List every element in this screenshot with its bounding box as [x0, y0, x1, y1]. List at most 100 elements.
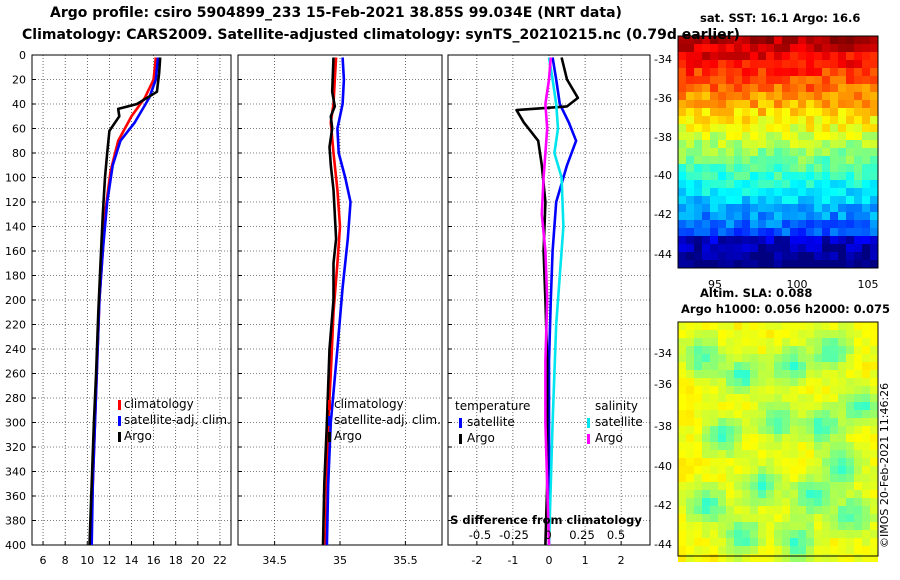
- sla-pixel: [766, 402, 774, 410]
- sst-pixel: [806, 52, 814, 60]
- sla-pixel: [862, 346, 870, 354]
- sst-pixel: [758, 260, 766, 268]
- sla-pixel: [838, 378, 846, 386]
- sst-pixel: [726, 172, 734, 180]
- sla-pixel: [702, 346, 710, 354]
- sla-pixel: [694, 538, 702, 546]
- sla-pixel: [822, 354, 830, 362]
- sst-pixel: [862, 116, 870, 124]
- sla-pixel: [766, 386, 774, 394]
- sla-pixel: [790, 370, 798, 378]
- sst-pixel: [806, 60, 814, 68]
- sst-pixel: [846, 188, 854, 196]
- sst-pixel: [694, 204, 702, 212]
- sla-pixel: [750, 322, 758, 330]
- sst-pixel: [854, 52, 862, 60]
- sla-pixel: [686, 458, 694, 466]
- sst-pixel: [726, 228, 734, 236]
- sla-pixel: [766, 354, 774, 362]
- sst-pixel: [694, 164, 702, 172]
- sla-pixel: [750, 410, 758, 418]
- sla-pixel: [838, 538, 846, 546]
- sla-pixel: [742, 442, 750, 450]
- sla-pixel: [686, 514, 694, 522]
- sla-pixel: [750, 458, 758, 466]
- sst-pixel: [758, 60, 766, 68]
- sst-pixel: [838, 140, 846, 148]
- sst-pixel: [702, 44, 710, 52]
- sst-pixel: [830, 220, 838, 228]
- sst-pixel: [686, 180, 694, 188]
- sst-pixel: [774, 148, 782, 156]
- sla-pixel: [742, 498, 750, 506]
- sst-pixel: [686, 220, 694, 228]
- sla-pixel: [742, 474, 750, 482]
- sla-pixel: [830, 394, 838, 402]
- sla-pixel: [870, 362, 878, 370]
- x-tick-label: 2: [618, 554, 625, 567]
- sst-pixel: [814, 148, 822, 156]
- sst-pixel: [726, 140, 734, 148]
- sst-pixel: [726, 156, 734, 164]
- sst-pixel: [838, 188, 846, 196]
- sla-pixel: [846, 458, 854, 466]
- sst-pixel: [854, 68, 862, 76]
- sla-pixel: [814, 530, 822, 538]
- sst-pixel: [854, 100, 862, 108]
- sst-pixel: [726, 44, 734, 52]
- sla-pixel: [750, 418, 758, 426]
- sst-pixel: [806, 76, 814, 84]
- sla-pixel: [822, 330, 830, 338]
- sla-map-title-1: Altim. SLA: 0.088: [700, 286, 813, 300]
- sst-pixel: [734, 60, 742, 68]
- sst-pixel: [774, 204, 782, 212]
- sla-pixel: [798, 378, 806, 386]
- sla-pixel: [726, 490, 734, 498]
- sst-pixel: [718, 60, 726, 68]
- sst-pixel: [790, 68, 798, 76]
- sla-pixel: [734, 522, 742, 530]
- sla-pixel: [750, 474, 758, 482]
- sst-pixel: [742, 132, 750, 140]
- sla-pixel: [686, 410, 694, 418]
- sla-pixel: [718, 546, 726, 554]
- sst-pixel: [870, 196, 878, 204]
- sla-pixel: [678, 402, 686, 410]
- sst-pixel: [766, 92, 774, 100]
- sst-pixel: [814, 36, 822, 44]
- sla-pixel: [814, 498, 822, 506]
- sla-pixel: [870, 546, 878, 554]
- sst-pixel: [806, 84, 814, 92]
- sst-pixel: [750, 156, 758, 164]
- sst-pixel: [862, 132, 870, 140]
- sst-pixel: [806, 212, 814, 220]
- sla-pixel: [726, 482, 734, 490]
- sst-pixel: [798, 188, 806, 196]
- sst-pixel: [854, 156, 862, 164]
- sla-pixel: [814, 546, 822, 554]
- sla-pixel: [798, 370, 806, 378]
- sst-pixel: [710, 252, 718, 260]
- sst-pixel: [718, 188, 726, 196]
- sla-pixel: [758, 402, 766, 410]
- sst-pixel: [702, 68, 710, 76]
- sla-pixel: [830, 410, 838, 418]
- sst-pixel: [814, 140, 822, 148]
- sst-pixel: [742, 116, 750, 124]
- sla-pixel: [734, 346, 742, 354]
- sla-pixel: [726, 322, 734, 330]
- sst-pixel: [750, 44, 758, 52]
- sla-pixel: [798, 514, 806, 522]
- sla-pixel: [782, 410, 790, 418]
- sst-pixel: [774, 52, 782, 60]
- sla-pixel: [766, 362, 774, 370]
- sla-lat-label: -36: [654, 378, 672, 391]
- sst-pixel: [702, 164, 710, 172]
- sst-pixel: [782, 116, 790, 124]
- sst-pixel: [838, 76, 846, 84]
- sst-pixel: [766, 204, 774, 212]
- sst-pixel: [742, 220, 750, 228]
- sla-pixel: [814, 330, 822, 338]
- sst-pixel: [798, 196, 806, 204]
- sst-pixel: [702, 252, 710, 260]
